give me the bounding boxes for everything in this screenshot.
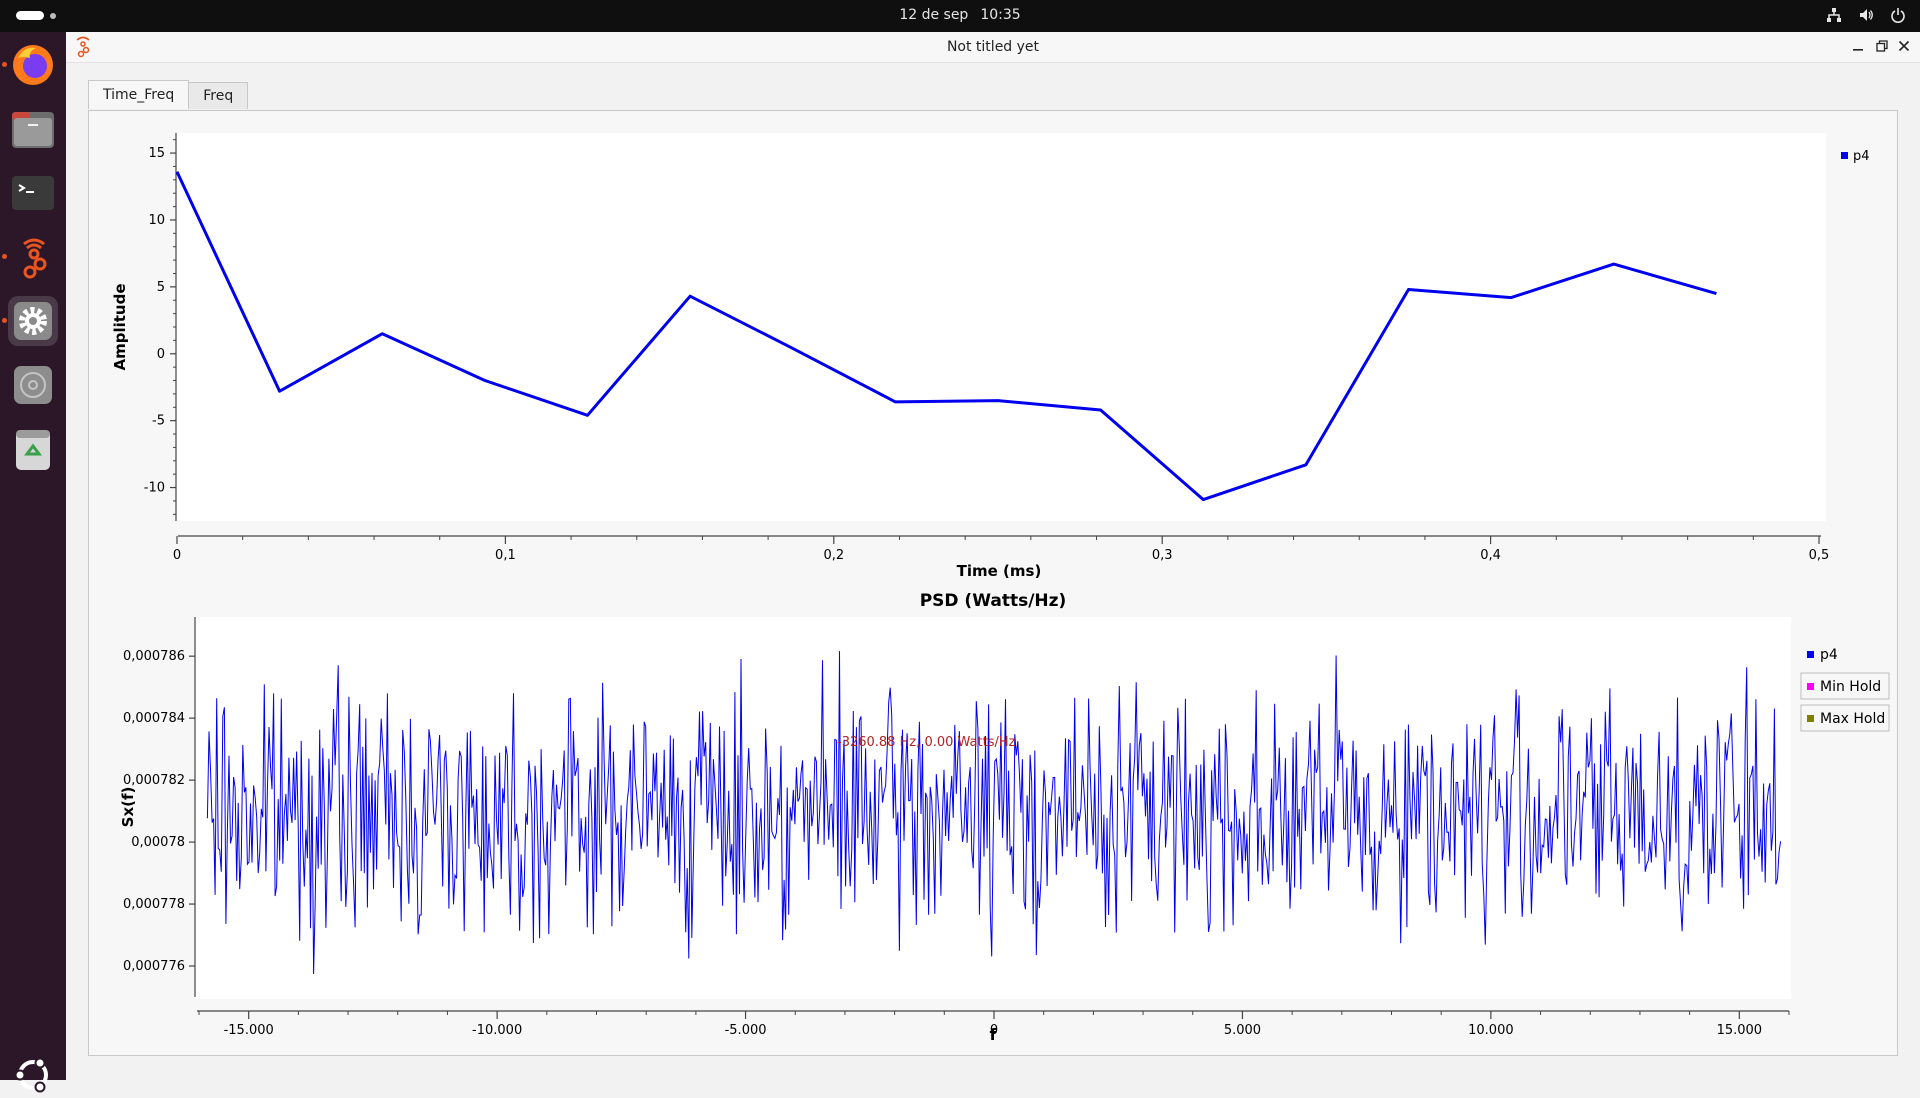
time-legend-swatch-p4 [1841, 152, 1848, 159]
ubuntu-icon [14, 1057, 48, 1093]
dock-gnuradio[interactable] [8, 232, 58, 282]
psd-x-axis: -15.000 -10.000 -5.000 0 5.000 10.000 15.000 [198, 1011, 1790, 1038]
time-xlabel: Time (ms) [957, 562, 1042, 580]
psd-marker-label: -3260.88 Hz, 0.00 Watts/Hz [837, 735, 1016, 750]
time-series-p4 [175, 171, 1717, 502]
psd-legend-swatch-max-hold [1807, 715, 1814, 722]
time-legend-label-p4: p4 [1853, 149, 1870, 164]
settings-icon [14, 302, 52, 340]
time-y-tick-label: -5 [152, 414, 165, 429]
tab-time-freq[interactable]: Time_Freq [88, 80, 190, 109]
time-y-tick-label: 10 [148, 213, 165, 228]
psd-y-axis: 0,000786 0,000784 0,000782 0,00078 0,000778 0… [123, 649, 195, 974]
running-indicator [2, 62, 7, 67]
psd-legend-label-p4: p4 [1820, 647, 1838, 663]
gnuradio-icon [23, 238, 47, 279]
psd-title: PSD (Watts/Hz) [920, 591, 1067, 611]
time-x-axis: 0 0,1 0,2 0,3 0,4 0,5 [173, 536, 1829, 563]
time-x-tick-label: 0,5 [1809, 548, 1830, 563]
system-tray[interactable] [1826, 7, 1906, 23]
firefox-icon [13, 45, 53, 85]
close-icon [1898, 40, 1910, 52]
psd-x-tick-label: -5.000 [725, 1023, 767, 1038]
psd-legend-item-max-hold[interactable] [1800, 704, 1890, 732]
psd-legend-swatch-min-hold [1807, 683, 1814, 690]
time-y-tick-label: 5 [157, 280, 165, 295]
psd-plot-canvas[interactable] [195, 617, 1791, 999]
clock[interactable]: 12 de sep 10:35 [0, 7, 1920, 23]
time-y-axis: 15 10 5 0 -5 -10 [144, 139, 176, 515]
minimize-icon [1853, 49, 1863, 51]
time-x-tick-label: 0,2 [823, 548, 844, 563]
plots-area: 15 10 5 0 -5 -10 0 0,1 0,2 0,3 0,4 0,5 Amplitude T… [111, 133, 1890, 1044]
app-window: Not titled yet Time_Freq Freq 15 10 5 0 -5 -1… [66, 32, 1920, 1080]
psd-y-tick-label: 0,000784 [123, 711, 185, 726]
time-y-tick-label: -10 [144, 481, 165, 496]
psd-legend-item-p4[interactable] [1801, 641, 1889, 667]
clock-date: 12 de sep [899, 7, 969, 23]
dock [0, 32, 66, 1093]
psd-y-tick-label: 0,000778 [123, 897, 185, 912]
terminal-icon [12, 176, 54, 210]
window-title: Not titled yet [946, 39, 1040, 55]
maximize-button[interactable] [1874, 38, 1890, 54]
volume-icon[interactable] [1858, 7, 1874, 23]
tab-bar: Time_Freq Freq [88, 80, 249, 110]
psd-legend-label-min-hold: Min Hold [1820, 679, 1881, 695]
clock-time: 10:35 [980, 7, 1021, 23]
psd-x-tick-label: -10.000 [472, 1023, 522, 1038]
time-plot-canvas[interactable] [176, 133, 1826, 521]
dock-settings[interactable] [8, 296, 58, 346]
psd-y-tick-label: 0,000776 [123, 959, 185, 974]
dock-files[interactable] [8, 104, 58, 154]
psd-legend-item-min-hold[interactable] [1800, 672, 1890, 700]
time-x-tick-label: 0,1 [495, 548, 516, 563]
time-x-tick-label: 0,3 [1152, 548, 1173, 563]
psd-x-tick-label: 15.000 [1717, 1023, 1763, 1038]
running-indicator [2, 318, 7, 323]
time-plot: 15 10 5 0 -5 -10 0 0,1 0,2 0,3 0,4 0,5 Amplitude T… [111, 133, 1870, 580]
dock-disc[interactable] [8, 360, 58, 410]
gnuradio-small-icon [76, 36, 90, 58]
title-bar[interactable]: Not titled yet [66, 32, 1920, 63]
activities-button[interactable] [16, 11, 44, 20]
dock-terminal[interactable] [8, 168, 58, 218]
restore-icon [1876, 40, 1888, 52]
close-button[interactable] [1896, 38, 1912, 54]
psd-plot: PSD (Watts/Hz) 0,0007860,0007840,0007820… [119, 591, 1890, 1044]
files-icon [12, 112, 54, 148]
trash-icon [16, 430, 50, 470]
psd-x-tick-label: 0 [990, 1023, 998, 1038]
psd-x-tick-label: 5.000 [1224, 1023, 1261, 1038]
network-icon[interactable] [1826, 7, 1842, 23]
psd-y-tick-label: 0,000786 [123, 649, 185, 664]
psd-series-p4 [206, 651, 1782, 975]
psd-x-tick-label: -15.000 [224, 1023, 274, 1038]
time-x-tick-label: 0,4 [1480, 548, 1501, 563]
psd-legend: p4 Min Hold Max Hold [1800, 641, 1890, 732]
show-apps-button[interactable] [14, 1056, 52, 1098]
psd-legend-label-max-hold: Max Hold [1820, 711, 1885, 727]
time-x-tick-label: 0 [173, 548, 181, 563]
psd-y-tick-label: 0,00078 [131, 835, 185, 850]
time-y-tick-label: 0 [157, 347, 165, 362]
psd-y-tick-label: 0,000782 [123, 773, 185, 788]
time-ylabel: Amplitude [111, 283, 129, 370]
disc-icon [14, 366, 52, 404]
dock-trash[interactable] [8, 424, 58, 474]
psd-xlabel: f [990, 1025, 998, 1044]
minimize-button[interactable] [1850, 38, 1866, 54]
tab-panel: 15 10 5 0 -5 -10 0 0,1 0,2 0,3 0,4 0,5 Amplitude T… [88, 110, 1898, 1056]
time-y-tick-label: 15 [148, 146, 165, 161]
running-indicator [2, 254, 7, 259]
psd-legend-swatch-p4 [1807, 651, 1814, 658]
dock-firefox[interactable] [8, 40, 58, 90]
psd-ylabel: Sx(f) [119, 787, 137, 828]
workspace-indicator [50, 13, 56, 19]
top-bar: 12 de sep 10:35 [0, 0, 1920, 32]
power-icon[interactable] [1890, 7, 1906, 23]
psd-x-tick-label: 10.000 [1468, 1023, 1514, 1038]
tab-freq[interactable]: Freq [188, 82, 249, 109]
